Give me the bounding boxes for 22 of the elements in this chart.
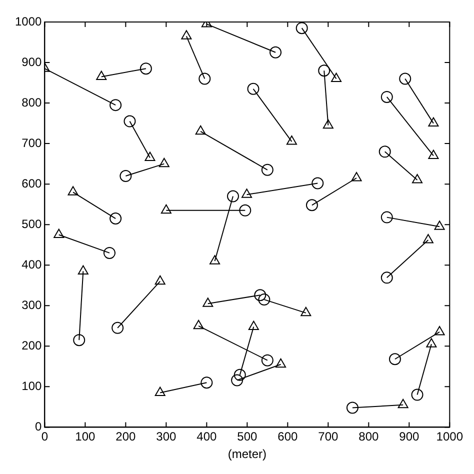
x-tick-label: 1000 <box>436 430 464 444</box>
x-tick-label: 300 <box>156 430 177 444</box>
y-tick-label: 700 <box>22 136 42 150</box>
y-tick-label: 400 <box>22 257 42 272</box>
y-tick-label: 0 <box>35 420 42 434</box>
x-tick-label: 100 <box>75 430 96 444</box>
x-tick-label: 200 <box>116 430 136 444</box>
x-tick-label: 800 <box>358 430 379 444</box>
x-tick-label: 700 <box>318 430 338 444</box>
y-tick-label: 200 <box>22 338 42 352</box>
y-tick-label: 900 <box>22 54 42 69</box>
x-tick-label: 600 <box>278 430 298 444</box>
y-tick-label: 500 <box>22 216 42 231</box>
x-tick-label: 400 <box>196 430 218 444</box>
y-tick-label: 1000 <box>14 14 42 28</box>
y-tick-label: 800 <box>22 95 42 110</box>
x-tick-label: 500 <box>237 430 258 444</box>
y-tick-label: 600 <box>22 176 42 190</box>
x-axis-title: (meter) <box>228 447 267 462</box>
y-tick-label: 300 <box>22 298 42 312</box>
y-tick-label: 100 <box>22 378 42 393</box>
x-tick-label: 900 <box>399 430 420 444</box>
